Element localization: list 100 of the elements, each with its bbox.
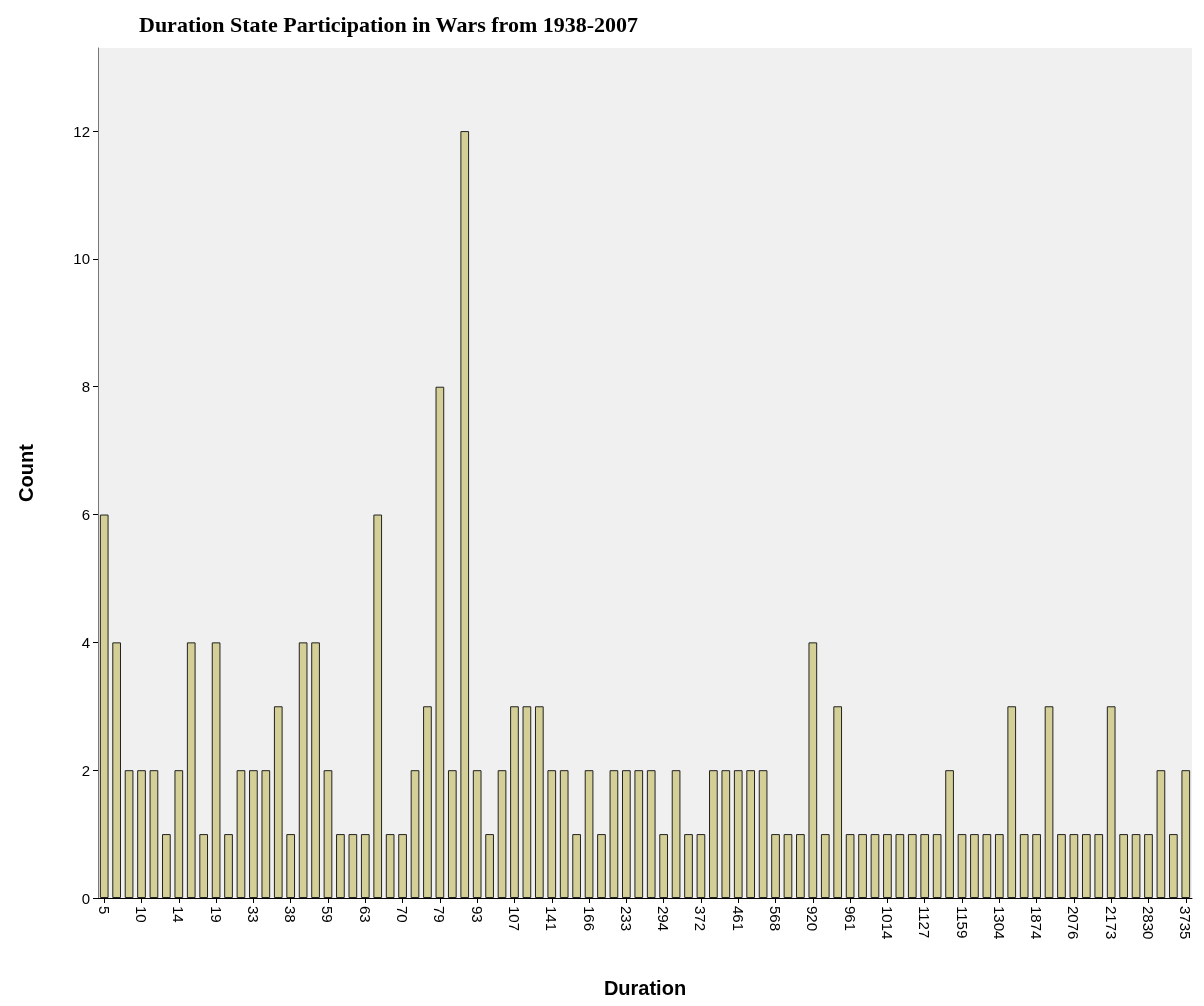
x-tick-label: 461 — [729, 906, 747, 932]
bar — [1119, 834, 1128, 898]
x-tick-label: 33 — [244, 906, 262, 923]
y-tick-label: 12 — [73, 122, 90, 140]
x-tick-label: 14 — [170, 906, 188, 923]
bar — [609, 770, 619, 898]
y-tick-label: 2 — [81, 761, 90, 779]
bar — [733, 770, 743, 898]
bar — [410, 770, 420, 898]
bar — [1032, 834, 1041, 898]
bar — [634, 770, 644, 898]
x-tick-label: 1014 — [878, 906, 896, 940]
bar — [423, 706, 432, 898]
bar — [584, 770, 594, 898]
bar — [758, 770, 768, 898]
bar — [883, 834, 892, 898]
x-tick-label: 166 — [580, 906, 598, 932]
x-tick-label: 1874 — [1028, 906, 1046, 940]
bar — [982, 834, 992, 898]
bar — [721, 770, 731, 898]
bar — [1106, 706, 1116, 898]
x-tick-label: 59 — [319, 906, 337, 923]
bar — [286, 834, 296, 898]
bar — [957, 834, 967, 898]
y-tick-label: 10 — [73, 250, 90, 268]
bar — [124, 770, 134, 898]
x-tick-label: 107 — [505, 906, 523, 932]
bar — [659, 834, 668, 898]
bar — [1019, 834, 1029, 898]
x-tick-label: 3735 — [1177, 906, 1195, 940]
bar — [162, 834, 171, 898]
bar — [1069, 834, 1079, 898]
bar — [360, 834, 370, 898]
bar — [870, 834, 880, 898]
x-tick-label: 70 — [394, 906, 412, 923]
bar — [970, 834, 979, 898]
bar — [1081, 834, 1091, 898]
bar — [547, 770, 557, 898]
bar — [510, 706, 519, 898]
x-tick-label: 141 — [543, 906, 561, 932]
bar — [323, 770, 333, 898]
bar — [497, 770, 507, 898]
chart-title: Duration State Participation in Wars from 1938-2007 — [139, 11, 639, 37]
y-tick-label: 6 — [81, 506, 90, 524]
bar — [559, 770, 569, 898]
bar — [485, 834, 494, 898]
bar — [783, 834, 793, 898]
bar — [298, 642, 308, 898]
x-tick-label: 79 — [431, 906, 449, 923]
bar — [622, 770, 631, 898]
x-tick-label: 63 — [356, 906, 374, 923]
bar — [696, 834, 706, 898]
bar — [186, 642, 196, 898]
x-tick-label: 19 — [207, 906, 225, 923]
bar — [945, 770, 954, 898]
bar — [149, 770, 159, 898]
bar — [994, 834, 1004, 898]
x-tick-label: 38 — [282, 906, 300, 923]
bar — [273, 706, 283, 898]
x-tick-label: 10 — [133, 906, 151, 923]
y-tick-label: 8 — [81, 378, 90, 396]
bar — [1044, 706, 1054, 898]
bar — [833, 706, 843, 898]
bar — [597, 834, 606, 898]
x-tick-label: 372 — [692, 906, 710, 932]
bar — [472, 770, 482, 898]
bar — [808, 642, 818, 898]
bar — [398, 834, 407, 898]
bar — [932, 834, 942, 898]
x-tick-label: 961 — [841, 906, 859, 932]
bar — [820, 834, 830, 898]
x-tick-label: 2830 — [1139, 906, 1157, 940]
bar — [671, 770, 681, 898]
x-tick-label: 568 — [767, 906, 785, 932]
bar — [460, 131, 470, 898]
bar — [199, 834, 209, 898]
bar — [709, 770, 718, 898]
bar — [1131, 834, 1141, 898]
bar — [385, 834, 395, 898]
x-tick-label: 2076 — [1065, 906, 1083, 940]
bar — [522, 706, 532, 898]
bar — [771, 834, 780, 898]
bar — [845, 834, 855, 898]
x-tick-label: 233 — [617, 906, 635, 932]
bar — [1181, 770, 1191, 898]
x-tick-label: 1159 — [953, 906, 971, 939]
x-axis-title: Duration — [603, 977, 687, 999]
bar — [796, 834, 805, 898]
bar — [920, 834, 930, 898]
y-tick-label: 4 — [81, 633, 90, 651]
x-tick-label: 920 — [804, 906, 822, 932]
bar — [746, 770, 756, 898]
bar — [646, 770, 656, 898]
bar — [112, 642, 121, 898]
bar — [435, 386, 445, 898]
bar — [1094, 834, 1104, 898]
bar — [1144, 834, 1153, 898]
bar — [1057, 834, 1066, 898]
bar — [174, 770, 184, 898]
bar — [249, 770, 258, 898]
